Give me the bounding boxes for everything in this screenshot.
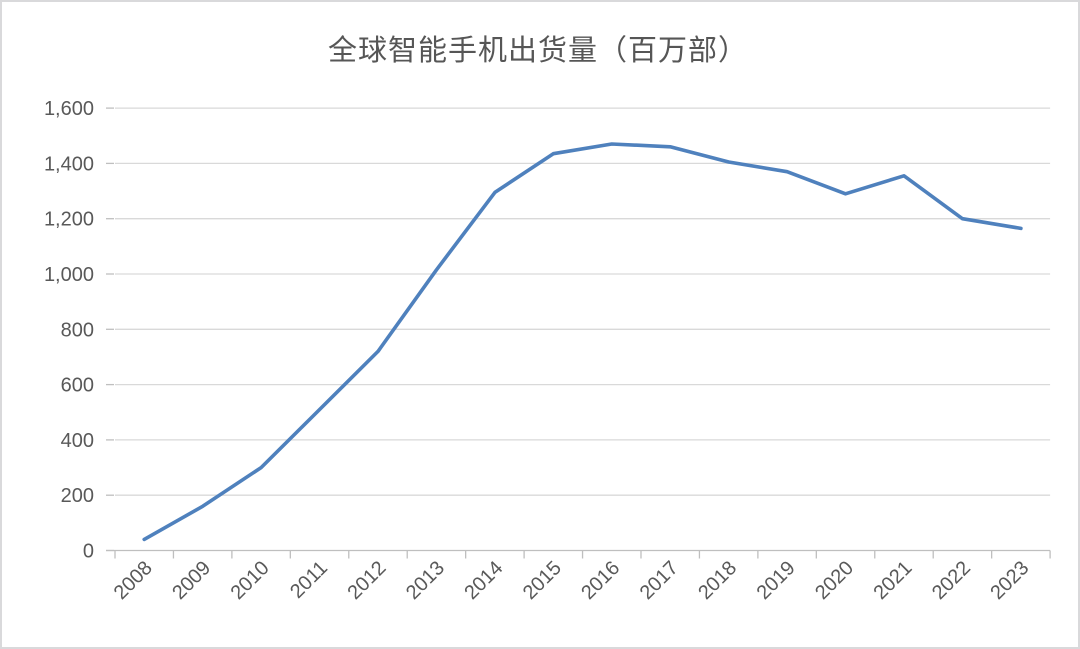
y-tick-label: 600	[61, 375, 94, 397]
y-tick-label: 200	[61, 485, 94, 507]
y-tick-label: 1,600	[44, 98, 94, 120]
y-tick-label: 400	[61, 430, 94, 452]
x-tick-label: 2017	[636, 557, 683, 604]
x-tick-label: 2020	[811, 557, 858, 604]
y-tick-label: 1,000	[44, 264, 94, 286]
x-tick-label: 2018	[694, 557, 741, 604]
gridlines	[115, 107, 1051, 496]
axes	[106, 107, 1051, 559]
x-tick-label: 2021	[870, 557, 917, 604]
x-tick-label: 2011	[286, 557, 332, 603]
series-line	[142, 142, 1023, 542]
x-tick-label: 2015	[519, 557, 566, 604]
x-tick-label: 2009	[168, 557, 215, 604]
x-tick-label: 2014	[460, 557, 507, 604]
x-axis-tick-labels: 2008 2009 2010 2011 2012 2013 2014 2015 2016 2017…	[110, 557, 1034, 604]
x-tick-label: 2008	[110, 557, 157, 604]
x-tick-label: 2019	[753, 557, 800, 604]
x-tick-label: 2010	[227, 557, 274, 604]
x-tick-label: 2022	[928, 557, 975, 604]
x-tick-label: 2013	[402, 557, 449, 604]
y-axis-tick-labels: 0 200 400 600 800 1,000 1,200 1,400 1,600	[44, 98, 94, 562]
chart-title: 全球智能手机出货量（百万部）	[328, 33, 748, 67]
y-tick-label: 0	[83, 541, 94, 563]
y-tick-label: 800	[61, 319, 94, 341]
x-tick-label: 2023	[986, 557, 1033, 604]
x-tick-label: 2012	[344, 557, 391, 604]
x-tick-label: 2016	[577, 557, 624, 604]
y-tick-label: 1,400	[44, 153, 94, 175]
y-tick-label: 1,200	[44, 209, 94, 231]
data-series	[142, 142, 1023, 542]
